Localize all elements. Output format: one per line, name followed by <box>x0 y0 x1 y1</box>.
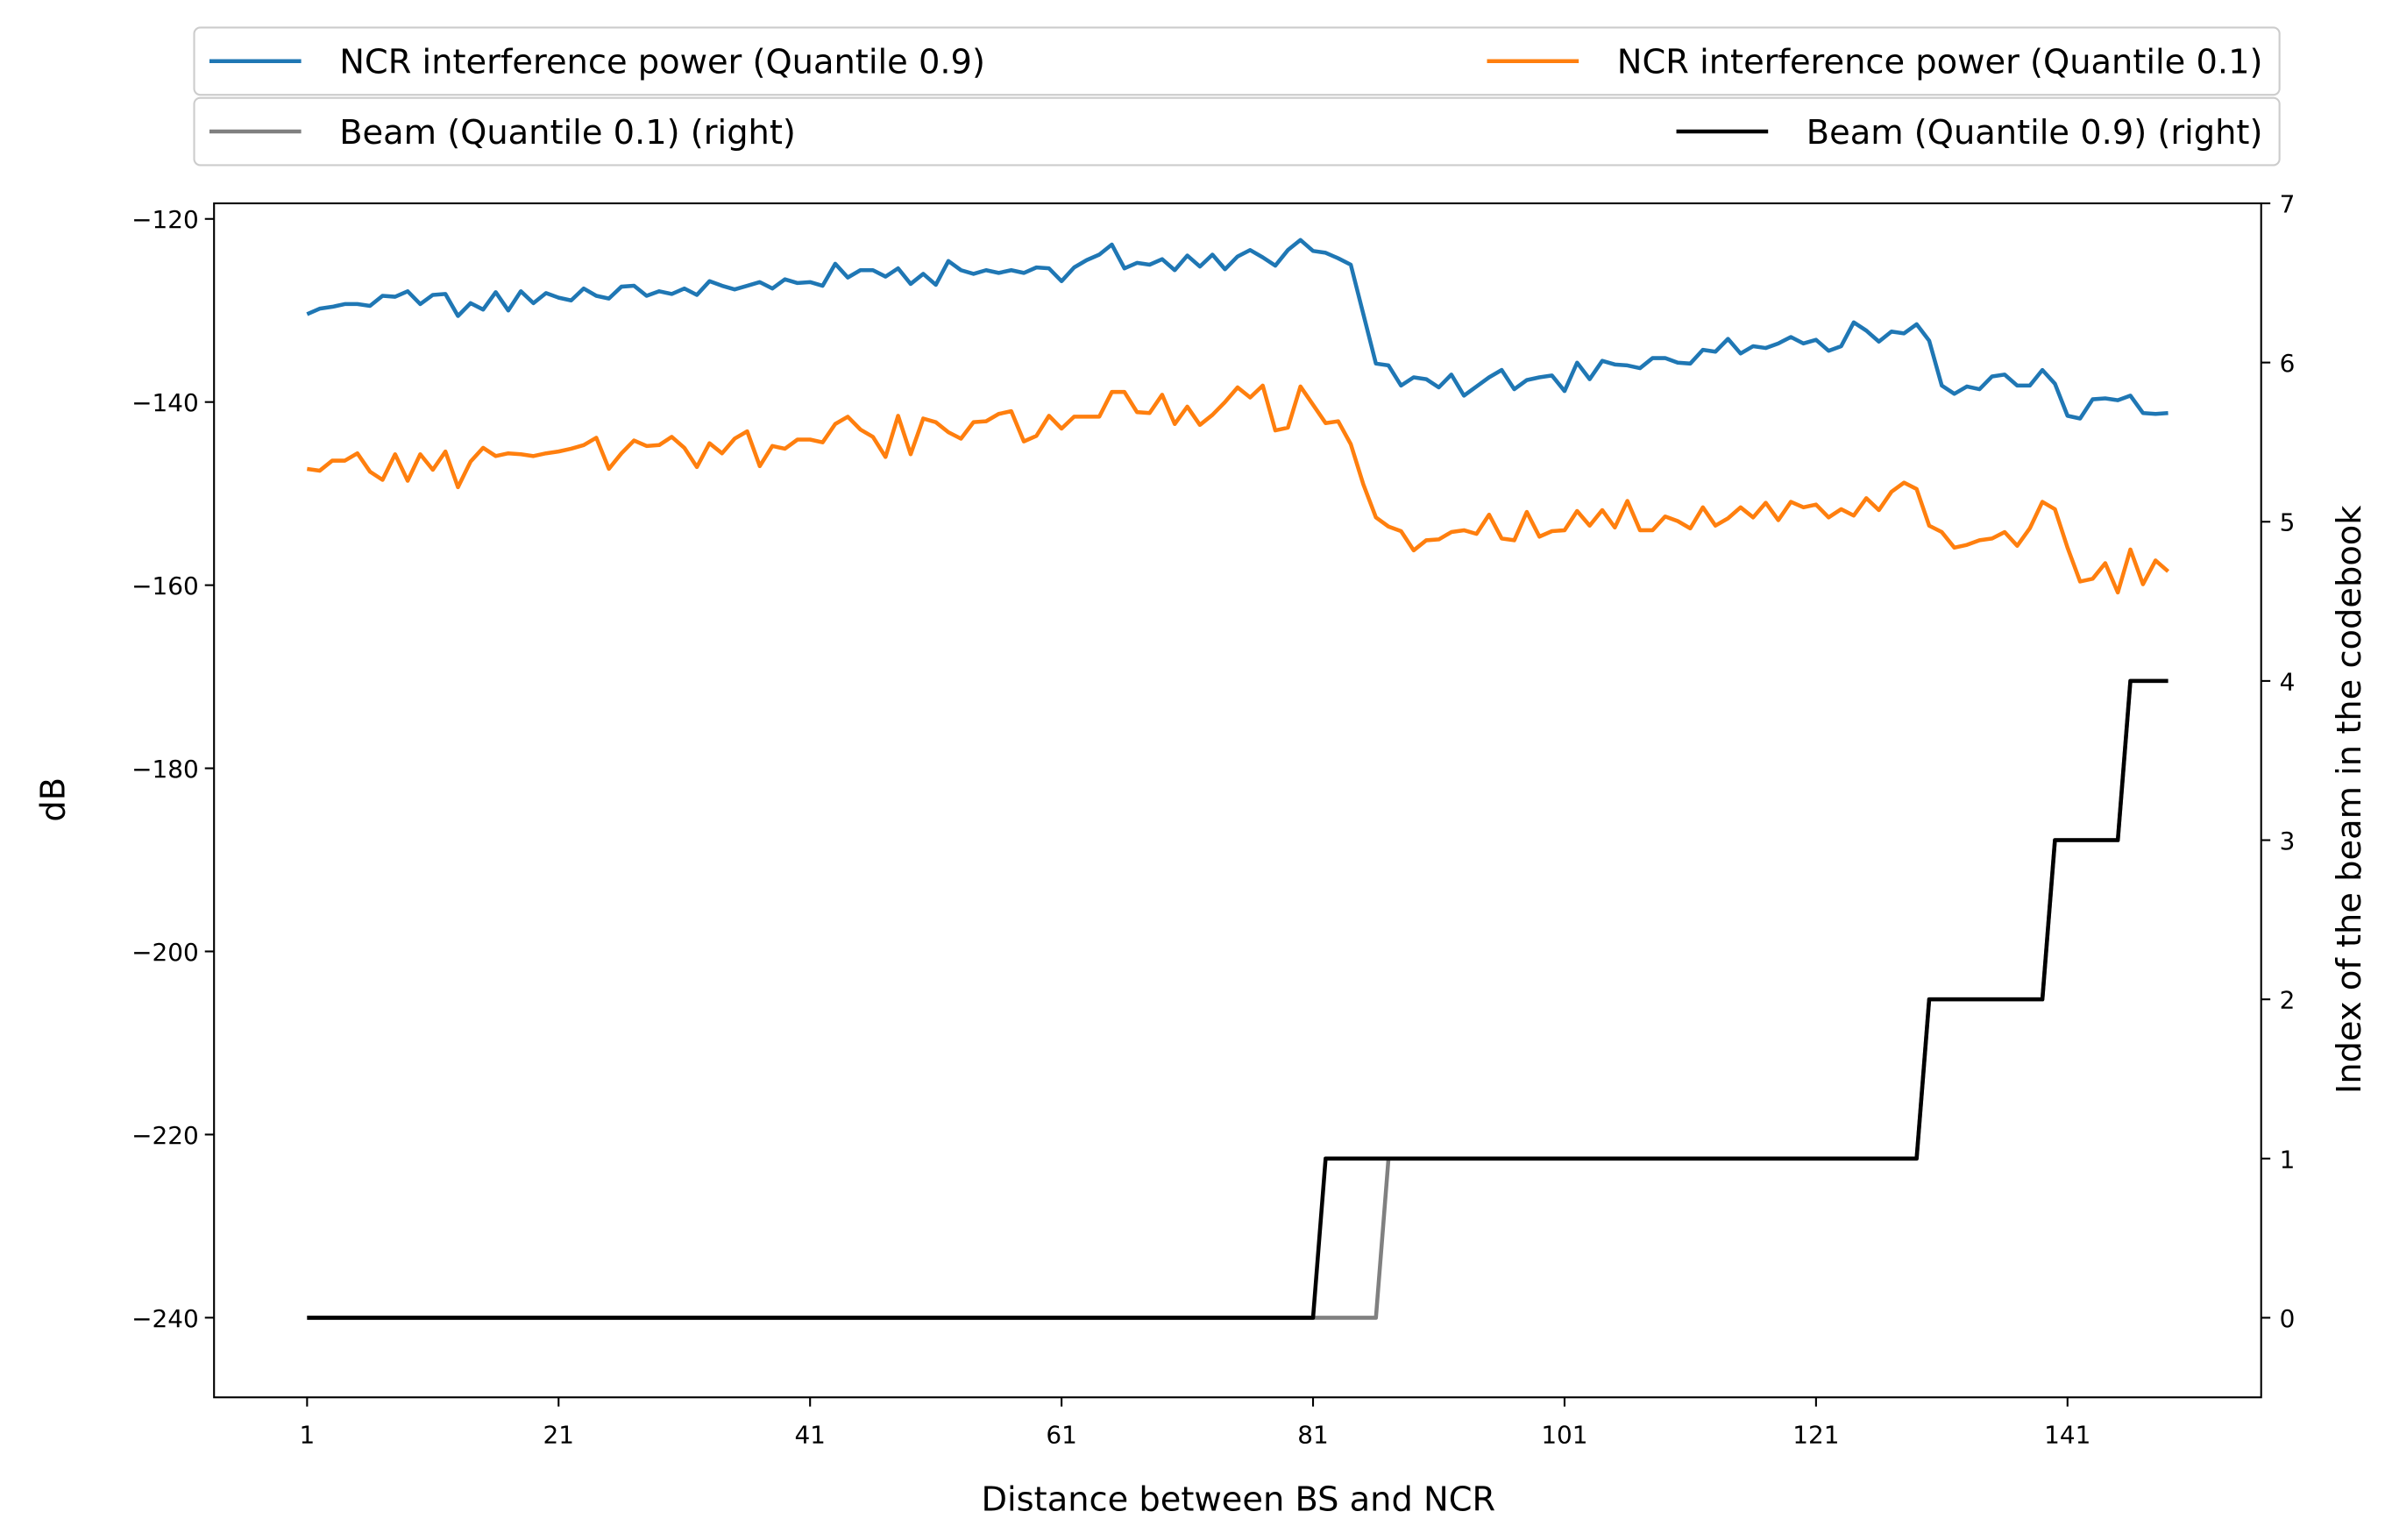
y2-tick-label: 5 <box>2280 508 2296 537</box>
x-tick-label: 101 <box>1541 1421 1587 1450</box>
y-tick-label: −180 <box>131 755 199 784</box>
y-tick-label: −240 <box>131 1304 199 1333</box>
y-tick-label: −220 <box>131 1121 199 1150</box>
legend-label: NCR interference power (Quantile 0.9) <box>339 43 985 82</box>
y2-tick-label: 4 <box>2280 667 2296 696</box>
y2-tick-label: 7 <box>2280 189 2296 218</box>
y2-tick-label: 6 <box>2280 349 2296 378</box>
y-tick-label: −160 <box>131 571 199 600</box>
plot-frame <box>213 202 2262 1399</box>
x-tick-label: 41 <box>794 1421 825 1450</box>
x-tick-label: 21 <box>543 1421 575 1450</box>
series-line <box>307 678 2169 1320</box>
legend-label: NCR interference power (Quantile 0.1) <box>1617 43 2263 82</box>
x-tick-label: 141 <box>2044 1421 2090 1450</box>
x-tick-label: 61 <box>1046 1421 1076 1450</box>
y2-tick-label: 1 <box>2280 1145 2296 1174</box>
legend-box <box>193 96 2281 167</box>
x-axis-label: Distance between BS and NCR <box>981 1480 1495 1519</box>
y2-tick-label: 0 <box>2280 1304 2296 1333</box>
series-line <box>307 383 2170 595</box>
x-tick-label: 81 <box>1297 1421 1329 1450</box>
y-tick-label: −120 <box>131 205 199 234</box>
y2-axis-label: Index of the beam in the codebook <box>2330 505 2369 1094</box>
y2-tick-label: 2 <box>2280 986 2296 1015</box>
y-tick-label: −140 <box>131 388 199 417</box>
x-tick-label: 121 <box>1792 1421 1839 1450</box>
x-tick-label: 1 <box>299 1421 315 1450</box>
legend-label: Beam (Quantile 0.1) (right) <box>339 113 796 153</box>
series-line <box>307 678 2169 1320</box>
series-line <box>306 238 2169 421</box>
legend-box <box>193 26 2281 96</box>
y-axis-label: dB <box>33 777 73 822</box>
y2-tick-label: 3 <box>2280 827 2296 855</box>
y-tick-label: −200 <box>131 938 199 967</box>
legend-label: Beam (Quantile 0.9) (right) <box>1806 113 2263 153</box>
